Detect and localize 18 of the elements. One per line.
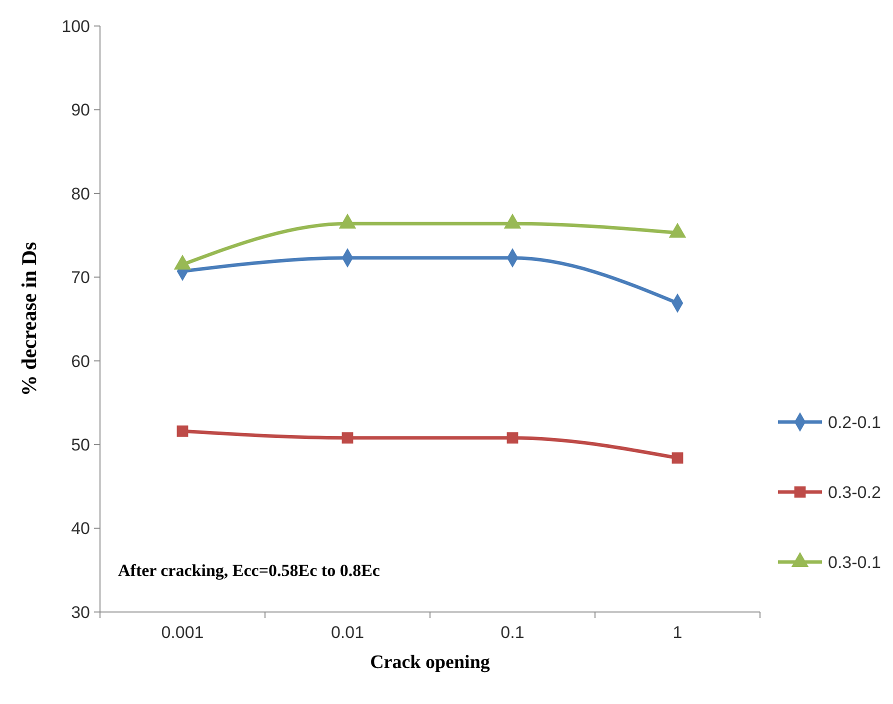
x-axis-title: Crack opening — [370, 652, 490, 673]
y-tick-label: 40 — [71, 519, 90, 538]
annotation: After cracking, Ecc=0.58Ec to 0.8Ec — [118, 561, 380, 580]
x-tick-label: 0.01 — [330, 623, 364, 642]
y-tick-label: 60 — [71, 352, 90, 371]
x-tick-label: 0.1 — [500, 623, 524, 642]
y-tick-label: 80 — [71, 184, 90, 204]
legend-label: 0.2-0.1 — [828, 412, 881, 432]
x-tick-label: 1 — [672, 623, 682, 642]
legend-label: 0.3-0.2 — [828, 482, 881, 502]
y-tick-label: 50 — [71, 436, 90, 455]
y-tick-label: 30 — [71, 602, 90, 622]
y-axis-title: % decrease in Ds — [17, 242, 41, 396]
y-tick-label: 100 — [62, 16, 90, 36]
y-tick-label: 90 — [71, 100, 90, 120]
legend-label: 0.3-0.1 — [828, 552, 881, 572]
x-tick-label: 0.001 — [161, 623, 204, 642]
y-tick-label: 70 — [71, 268, 90, 288]
